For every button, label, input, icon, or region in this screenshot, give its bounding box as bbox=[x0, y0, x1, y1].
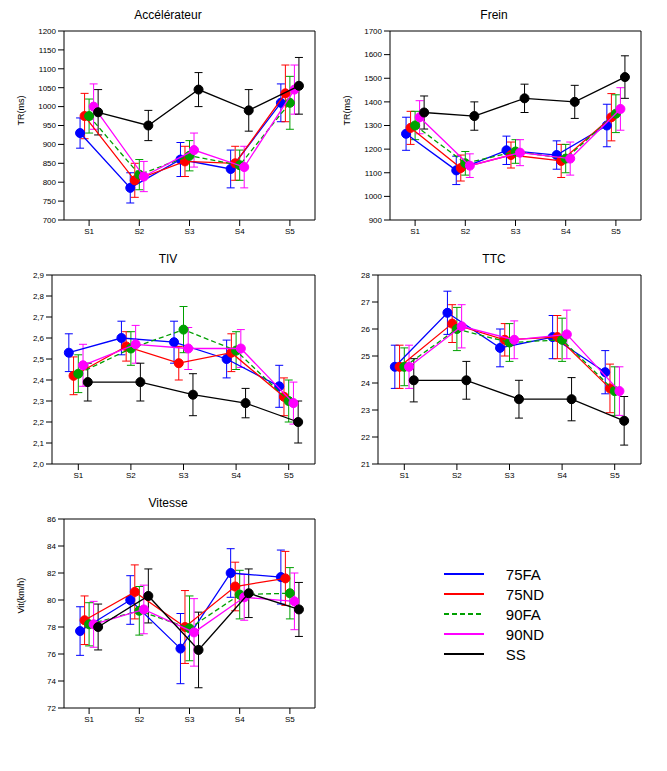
svg-text:1150: 1150 bbox=[39, 46, 57, 55]
svg-text:S2: S2 bbox=[460, 227, 470, 236]
svg-text:S5: S5 bbox=[610, 471, 620, 480]
svg-text:S3: S3 bbox=[185, 715, 195, 724]
html-text:90ND: 90ND bbox=[505, 625, 545, 643]
svg-text:S5: S5 bbox=[285, 227, 295, 236]
svg-text:2,2: 2,2 bbox=[33, 418, 45, 427]
svg-text:750: 750 bbox=[43, 197, 57, 206]
html-text:75ND: 75ND bbox=[505, 585, 545, 603]
html-text:Accélérateur: Accélérateur bbox=[134, 8, 202, 22]
html-text:Vitesse: Vitesse bbox=[148, 496, 188, 510]
svg-text:80: 80 bbox=[47, 596, 56, 605]
svg-text:1200: 1200 bbox=[38, 27, 56, 36]
svg-text:700: 700 bbox=[43, 216, 57, 225]
svg-text:23: 23 bbox=[361, 406, 370, 415]
svg-text:1400: 1400 bbox=[364, 98, 382, 107]
svg-text:2,7: 2,7 bbox=[33, 313, 45, 322]
svg-text:74: 74 bbox=[47, 677, 56, 686]
svg-text:950: 950 bbox=[43, 121, 57, 130]
svg-text:1000: 1000 bbox=[364, 192, 382, 201]
svg-text:S2: S2 bbox=[126, 471, 136, 480]
svg-text:1300: 1300 bbox=[364, 121, 382, 130]
svg-text:S5: S5 bbox=[285, 715, 295, 724]
html-text:TIV: TIV bbox=[158, 252, 178, 266]
html-text:75FA: 75FA bbox=[505, 565, 541, 583]
svg-text:S3: S3 bbox=[511, 227, 521, 236]
svg-text:1100: 1100 bbox=[39, 65, 57, 74]
svg-text:S1: S1 bbox=[410, 227, 420, 236]
svg-text:S4: S4 bbox=[235, 715, 245, 724]
svg-text:86: 86 bbox=[47, 515, 56, 524]
svg-text:2,5: 2,5 bbox=[33, 355, 45, 364]
svg-text:1500: 1500 bbox=[364, 74, 382, 83]
html-text:SS: SS bbox=[505, 645, 526, 663]
svg-text:2,1: 2,1 bbox=[33, 439, 45, 448]
svg-text:2,4: 2,4 bbox=[33, 376, 45, 385]
svg-text:84: 84 bbox=[47, 542, 56, 551]
svg-text:1050: 1050 bbox=[38, 84, 56, 93]
svg-text:S2: S2 bbox=[452, 471, 462, 480]
svg-text:2,6: 2,6 bbox=[33, 334, 45, 343]
svg-text:1100: 1100 bbox=[365, 169, 383, 178]
svg-text:S2: S2 bbox=[134, 227, 144, 236]
svg-text:25: 25 bbox=[361, 352, 370, 361]
svg-text:TR(ms): TR(ms) bbox=[342, 96, 352, 126]
svg-text:78: 78 bbox=[47, 623, 56, 632]
svg-text:S3: S3 bbox=[179, 471, 189, 480]
svg-text:76: 76 bbox=[47, 650, 56, 659]
svg-text:26: 26 bbox=[361, 325, 370, 334]
svg-text:2,3: 2,3 bbox=[33, 397, 45, 406]
svg-text:S4: S4 bbox=[561, 227, 571, 236]
svg-text:S4: S4 bbox=[557, 471, 567, 480]
svg-text:800: 800 bbox=[43, 178, 57, 187]
svg-text:28: 28 bbox=[361, 271, 370, 280]
svg-text:900: 900 bbox=[369, 216, 383, 225]
svg-text:850: 850 bbox=[43, 159, 57, 168]
svg-text:2,9: 2,9 bbox=[33, 271, 45, 280]
svg-text:S1: S1 bbox=[399, 471, 409, 480]
svg-text:900: 900 bbox=[43, 140, 57, 149]
svg-text:S1: S1 bbox=[73, 471, 83, 480]
svg-text:1200: 1200 bbox=[364, 145, 382, 154]
svg-text:2,0: 2,0 bbox=[33, 460, 45, 469]
svg-text:S1: S1 bbox=[84, 227, 94, 236]
svg-text:21: 21 bbox=[361, 460, 370, 469]
svg-text:S3: S3 bbox=[185, 227, 195, 236]
svg-text:S5: S5 bbox=[611, 227, 621, 236]
svg-text:2,8: 2,8 bbox=[33, 292, 45, 301]
html-text:TTC: TTC bbox=[482, 252, 506, 266]
svg-text:1600: 1600 bbox=[364, 50, 382, 59]
svg-text:82: 82 bbox=[47, 569, 56, 578]
svg-text:22: 22 bbox=[361, 433, 370, 442]
svg-text:S2: S2 bbox=[134, 715, 144, 724]
svg-text:S1: S1 bbox=[84, 715, 94, 724]
svg-text:S5: S5 bbox=[284, 471, 294, 480]
svg-text:72: 72 bbox=[47, 704, 56, 713]
svg-text:24: 24 bbox=[361, 379, 370, 388]
svg-text:27: 27 bbox=[361, 298, 370, 307]
html-text:90FA: 90FA bbox=[505, 605, 541, 623]
svg-text:S4: S4 bbox=[235, 227, 245, 236]
svg-text:S4: S4 bbox=[231, 471, 241, 480]
html-text:Frein: Frein bbox=[480, 8, 508, 22]
svg-text:TR(ms): TR(ms) bbox=[16, 96, 26, 126]
svg-text:S3: S3 bbox=[505, 471, 515, 480]
svg-text:Vit(km/h): Vit(km/h) bbox=[16, 578, 26, 614]
svg-text:1000: 1000 bbox=[38, 102, 56, 111]
svg-text:1700: 1700 bbox=[364, 27, 382, 36]
